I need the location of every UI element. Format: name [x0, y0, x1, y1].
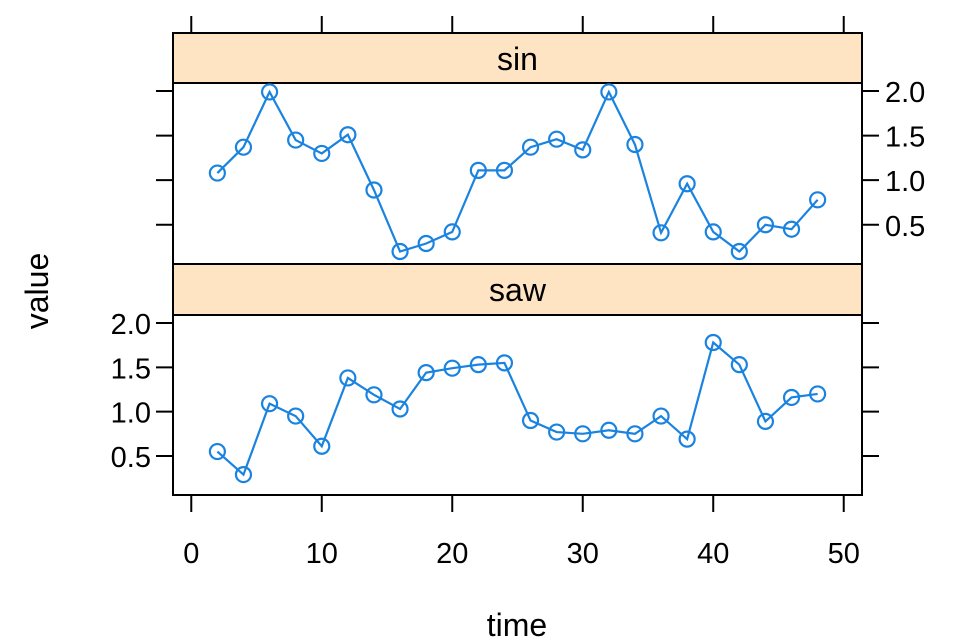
data-point-saw [417, 364, 435, 382]
strip-label-sin: sin [497, 41, 538, 77]
data-point-sin [287, 131, 305, 149]
data-point-saw [287, 407, 305, 425]
data-point-sin [469, 161, 487, 179]
data-point-sin [521, 138, 540, 156]
y-axis-label: value [19, 253, 55, 330]
series-line-saw [216, 340, 818, 477]
data-point-sin [652, 224, 670, 242]
data-point-saw [652, 407, 670, 425]
data-point-sin [809, 191, 827, 209]
y-tick-label: 0.5 [885, 211, 925, 243]
data-point-saw [339, 369, 357, 387]
data-point-sin [339, 126, 357, 144]
x-tick-label: 40 [697, 538, 729, 570]
x-tick-label: 30 [567, 538, 599, 570]
data-point-sin [234, 138, 253, 156]
data-point-sin [443, 223, 461, 241]
data-point-saw [809, 385, 827, 403]
data-point-sin [574, 141, 592, 159]
data-point-sin [756, 216, 775, 234]
x-tick-label: 10 [306, 538, 338, 570]
y-tick-label: 2.0 [111, 309, 151, 341]
data-point-sin [678, 175, 696, 193]
data-point-sin [495, 161, 514, 179]
x-axis-label: time [487, 607, 547, 639]
data-point-sin [391, 242, 409, 261]
data-point-sin [365, 181, 383, 199]
data-point-sin [548, 130, 566, 148]
y-tick-label: 1.0 [111, 398, 151, 430]
data-point-saw [365, 386, 383, 404]
y-tick-label: 1.5 [111, 353, 151, 385]
data-point-sin [313, 144, 331, 163]
data-point-saw [704, 333, 722, 352]
data-point-saw [548, 423, 566, 441]
strip-saw [172, 263, 863, 316]
data-point-sin [260, 83, 279, 101]
strip-label-saw: saw [489, 272, 547, 308]
data-point-sin [208, 164, 226, 182]
plot-area: sin 0.5 1.0 1.5 2.0 saw 0.5 1.0 1.5 2.0 0 10 20 30 40 5… [111, 16, 925, 570]
data-point-sin [782, 220, 801, 238]
data-point-sin [730, 242, 748, 261]
panel-border-sin [172, 82, 863, 265]
data-point-sin [704, 223, 722, 241]
strip-sin [172, 32, 863, 84]
data-point-saw [782, 388, 801, 407]
y-tick-label: 0.5 [111, 442, 151, 474]
data-point-saw [574, 425, 592, 443]
x-tick-label: 50 [828, 538, 860, 570]
data-point-saw [521, 411, 540, 430]
data-point-saw [600, 421, 618, 439]
y-tick-label: 2.0 [885, 77, 925, 109]
data-point-saw [730, 356, 748, 374]
y-tick-label: 1.0 [885, 166, 925, 198]
data-point-saw [678, 430, 696, 448]
data-point-saw [756, 412, 775, 431]
y-tick-label: 1.5 [885, 122, 925, 154]
data-point-saw [234, 466, 253, 484]
data-point-sin [626, 135, 644, 154]
series-line-sin [216, 89, 819, 253]
data-point-saw [391, 400, 409, 418]
data-point-sin [417, 234, 435, 253]
data-point-saw [626, 425, 644, 443]
panel-border-saw [172, 314, 863, 496]
data-point-saw [208, 442, 226, 461]
data-point-sin [600, 83, 618, 101]
data-point-saw [495, 354, 514, 372]
data-point-saw [469, 356, 487, 374]
data-point-saw [260, 395, 279, 413]
x-tick-label: 20 [436, 538, 468, 570]
data-point-saw [313, 437, 331, 455]
data-point-saw [443, 359, 461, 377]
x-tick-label: 0 [183, 538, 199, 570]
